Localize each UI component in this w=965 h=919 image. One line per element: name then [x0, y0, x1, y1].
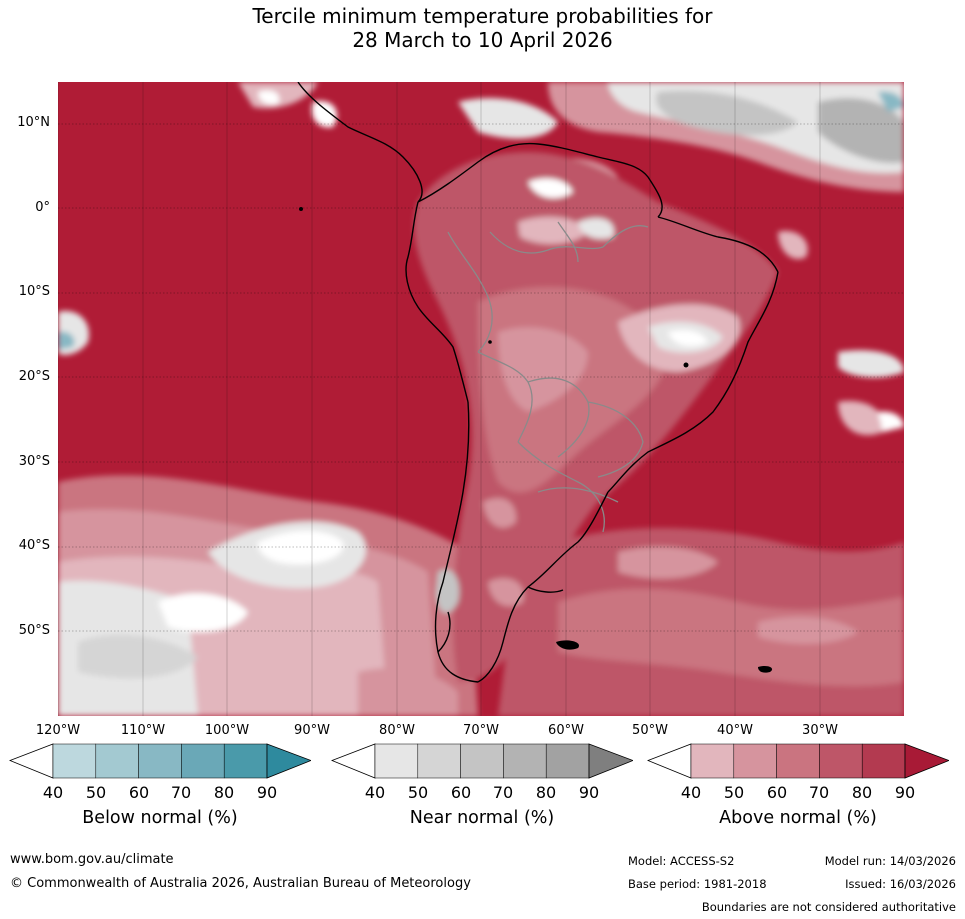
lat-label-20s: 20°S: [18, 369, 50, 384]
lat-label-40s: 40°S: [18, 538, 50, 553]
near-normal-colorbar: [331, 743, 633, 779]
below-normal-colorbar: [9, 743, 311, 779]
colorbar-bin: [223, 743, 268, 779]
colorbar-bin: [861, 743, 906, 779]
lon-label-90w: 90°W: [294, 723, 330, 738]
lon-label-60w: 60°W: [548, 723, 584, 738]
above-tick-80: 80: [851, 783, 873, 802]
gridlines: [58, 123, 904, 632]
colorbar-extend-low: [9, 743, 54, 779]
near-tick-50: 50: [407, 783, 429, 802]
above-normal-colorbar: [647, 743, 949, 779]
lat-label-0: 0°: [35, 200, 50, 215]
below-tick-90: 90: [256, 783, 278, 802]
colorbar-bin: [503, 743, 547, 779]
colorbar-bin: [417, 743, 461, 779]
near-tick-80: 80: [535, 783, 557, 802]
disclaimer-text: Boundaries are not considered authoritat…: [701, 900, 956, 914]
colorbar-bin: [545, 743, 590, 779]
lat-label-10s: 10°S: [18, 284, 50, 299]
below-tick-70: 70: [170, 783, 192, 802]
coastline: [297, 82, 779, 683]
near-tick-90: 90: [578, 783, 600, 802]
near-normal-title: Near normal (%): [409, 808, 555, 828]
lat-label-10n: 10°N: [17, 115, 50, 130]
lon-label-50w: 50°W: [632, 723, 668, 738]
above-tick-50: 50: [723, 783, 745, 802]
lon-label-40w: 40°W: [717, 723, 753, 738]
issued-text: Issued: 16/03/2026: [845, 877, 956, 891]
probability-shading: [58, 82, 904, 716]
colorbar-extend-high: [904, 743, 949, 779]
below-tick-50: 50: [85, 783, 107, 802]
below-tick-80: 80: [213, 783, 235, 802]
colorbar-bin: [819, 743, 863, 779]
lon-label-70w: 70°W: [463, 723, 499, 738]
lat-label-50s: 50°S: [18, 623, 50, 638]
map-canvas: [58, 82, 904, 716]
title-line-1: Tercile minimum temperature probabilitie…: [252, 4, 713, 28]
near-tick-60: 60: [450, 783, 472, 802]
above-tick-60: 60: [766, 783, 788, 802]
colorbar-bin: [181, 743, 225, 779]
lon-label-120w: 120°W: [35, 723, 81, 738]
near-tick-70: 70: [492, 783, 514, 802]
lon-label-110w: 110°W: [120, 723, 166, 738]
base-period-text: Base period: 1981-2018: [628, 877, 767, 891]
colorbar-bin: [460, 743, 504, 779]
lon-label-80w: 80°W: [379, 723, 415, 738]
below-tick-40: 40: [42, 783, 64, 802]
colorbar-bin: [733, 743, 777, 779]
colorbar-bin: [690, 743, 735, 779]
colorbar-extend-high: [266, 743, 311, 779]
colorbar-bin: [776, 743, 820, 779]
colorbar-bin: [52, 743, 97, 779]
country-borders: [447, 221, 649, 533]
copyright-text: © Commonwealth of Australia 2026, Austra…: [10, 876, 471, 891]
islands: [299, 207, 773, 673]
map-title: Tercile minimum temperature probabilitie…: [0, 4, 965, 52]
website-link[interactable]: www.bom.gov.au/climate: [10, 852, 174, 867]
lon-label-100w: 100°W: [204, 723, 250, 738]
below-tick-60: 60: [128, 783, 150, 802]
model-text: Model: ACCESS-S2: [628, 854, 735, 868]
colorbar-extend-low: [647, 743, 692, 779]
above-tick-70: 70: [808, 783, 830, 802]
model-run-text: Model run: 14/03/2026: [824, 854, 956, 868]
lon-label-30w: 30°W: [802, 723, 838, 738]
colorbar-extend-high: [588, 743, 633, 779]
meridians: [58, 82, 821, 716]
above-tick-40: 40: [680, 783, 702, 802]
colorbar-extend-low: [331, 743, 376, 779]
colorbar-bin: [374, 743, 419, 779]
colorbar-bin: [138, 743, 182, 779]
above-tick-90: 90: [894, 783, 916, 802]
below-normal-title: Below normal (%): [82, 808, 238, 828]
title-line-2: 28 March to 10 April 2026: [352, 28, 613, 52]
lat-label-30s: 30°S: [18, 454, 50, 469]
near-tick-40: 40: [364, 783, 386, 802]
above-normal-title: Above normal (%): [719, 808, 877, 828]
colorbar-bin: [95, 743, 139, 779]
probability-map: [58, 82, 904, 716]
